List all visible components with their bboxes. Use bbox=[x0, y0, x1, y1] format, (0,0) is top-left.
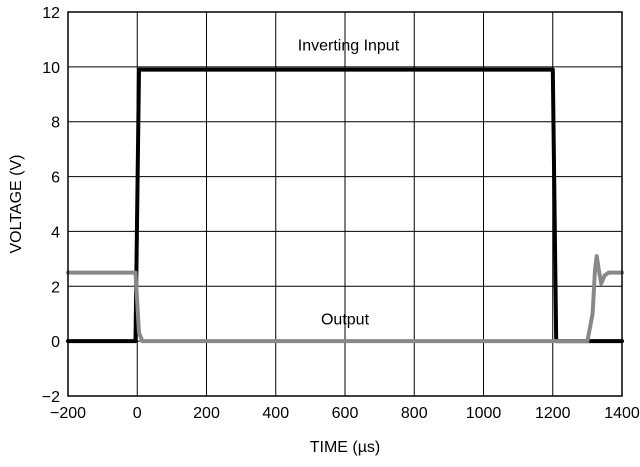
x-tick-label: 200 bbox=[193, 405, 220, 422]
x-tick-label: 400 bbox=[262, 405, 289, 422]
x-tick-label: −200 bbox=[50, 405, 86, 422]
y-tick-label: 2 bbox=[51, 279, 60, 296]
annotation-output: Output bbox=[321, 312, 370, 329]
x-axis-title: TIME (µs) bbox=[310, 439, 381, 456]
x-tick-label: 0 bbox=[133, 405, 142, 422]
y-tick-labels: −2 0 2 4 6 8 10 12 bbox=[42, 5, 60, 406]
y-axis-title: VOLTAGE (V) bbox=[8, 155, 25, 254]
x-tick-label: 1000 bbox=[466, 405, 502, 422]
y-tick-label: 0 bbox=[51, 334, 60, 351]
y-tick-label: 4 bbox=[51, 224, 60, 241]
x-tick-label: 1400 bbox=[604, 405, 640, 422]
x-tick-labels: −200 0 200 400 600 800 1000 1200 1400 bbox=[50, 405, 640, 422]
series-line-output bbox=[66, 254, 624, 344]
x-tick-label: 800 bbox=[401, 405, 428, 422]
annotation-inverting-input: Inverting Input bbox=[298, 37, 400, 54]
grid bbox=[68, 12, 622, 396]
y-tick-label: 8 bbox=[51, 115, 60, 132]
annotations: Inverting Input Output bbox=[298, 37, 400, 328]
x-tick-label: 600 bbox=[332, 405, 359, 422]
series-group bbox=[66, 67, 624, 344]
y-tick-label: 6 bbox=[51, 170, 60, 187]
x-tick-label: 1200 bbox=[535, 405, 571, 422]
y-tick-label: −2 bbox=[42, 389, 60, 406]
y-tick-label: 12 bbox=[42, 5, 60, 22]
y-tick-label: 10 bbox=[42, 60, 60, 77]
plot-frame bbox=[67, 11, 623, 397]
